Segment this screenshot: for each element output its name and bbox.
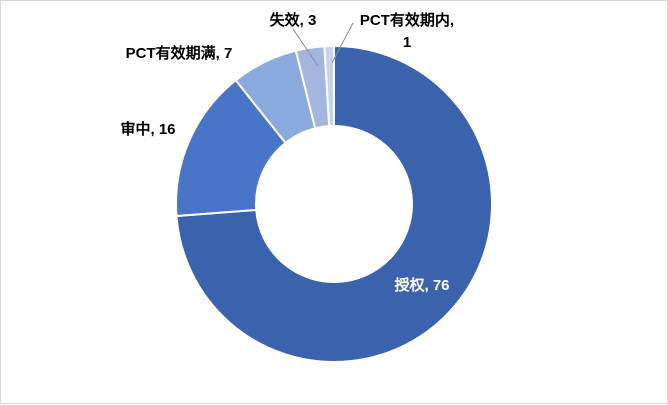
slice-label-shenzhong: 审中, 16 — [120, 120, 175, 138]
slice-label-shixiao: 失效, 3 — [270, 11, 317, 29]
leader-line-pct-valid — [331, 22, 354, 64]
slice-label-pct-expired: PCT有效期满, 7 — [126, 44, 233, 62]
donut-slice-pct-valid — [323, 44, 335, 128]
leader-line-shixiao — [292, 28, 319, 67]
slice-label-pct-valid-line1: PCT有效期内, — [360, 11, 454, 29]
slice-label-pct-valid-line2: 1 — [403, 34, 411, 51]
slice-label-shouquan: 授权, 76 — [394, 276, 449, 294]
leader-lines — [292, 22, 354, 67]
donut-slice-shouquan — [175, 44, 493, 363]
donut-slices — [175, 44, 493, 363]
